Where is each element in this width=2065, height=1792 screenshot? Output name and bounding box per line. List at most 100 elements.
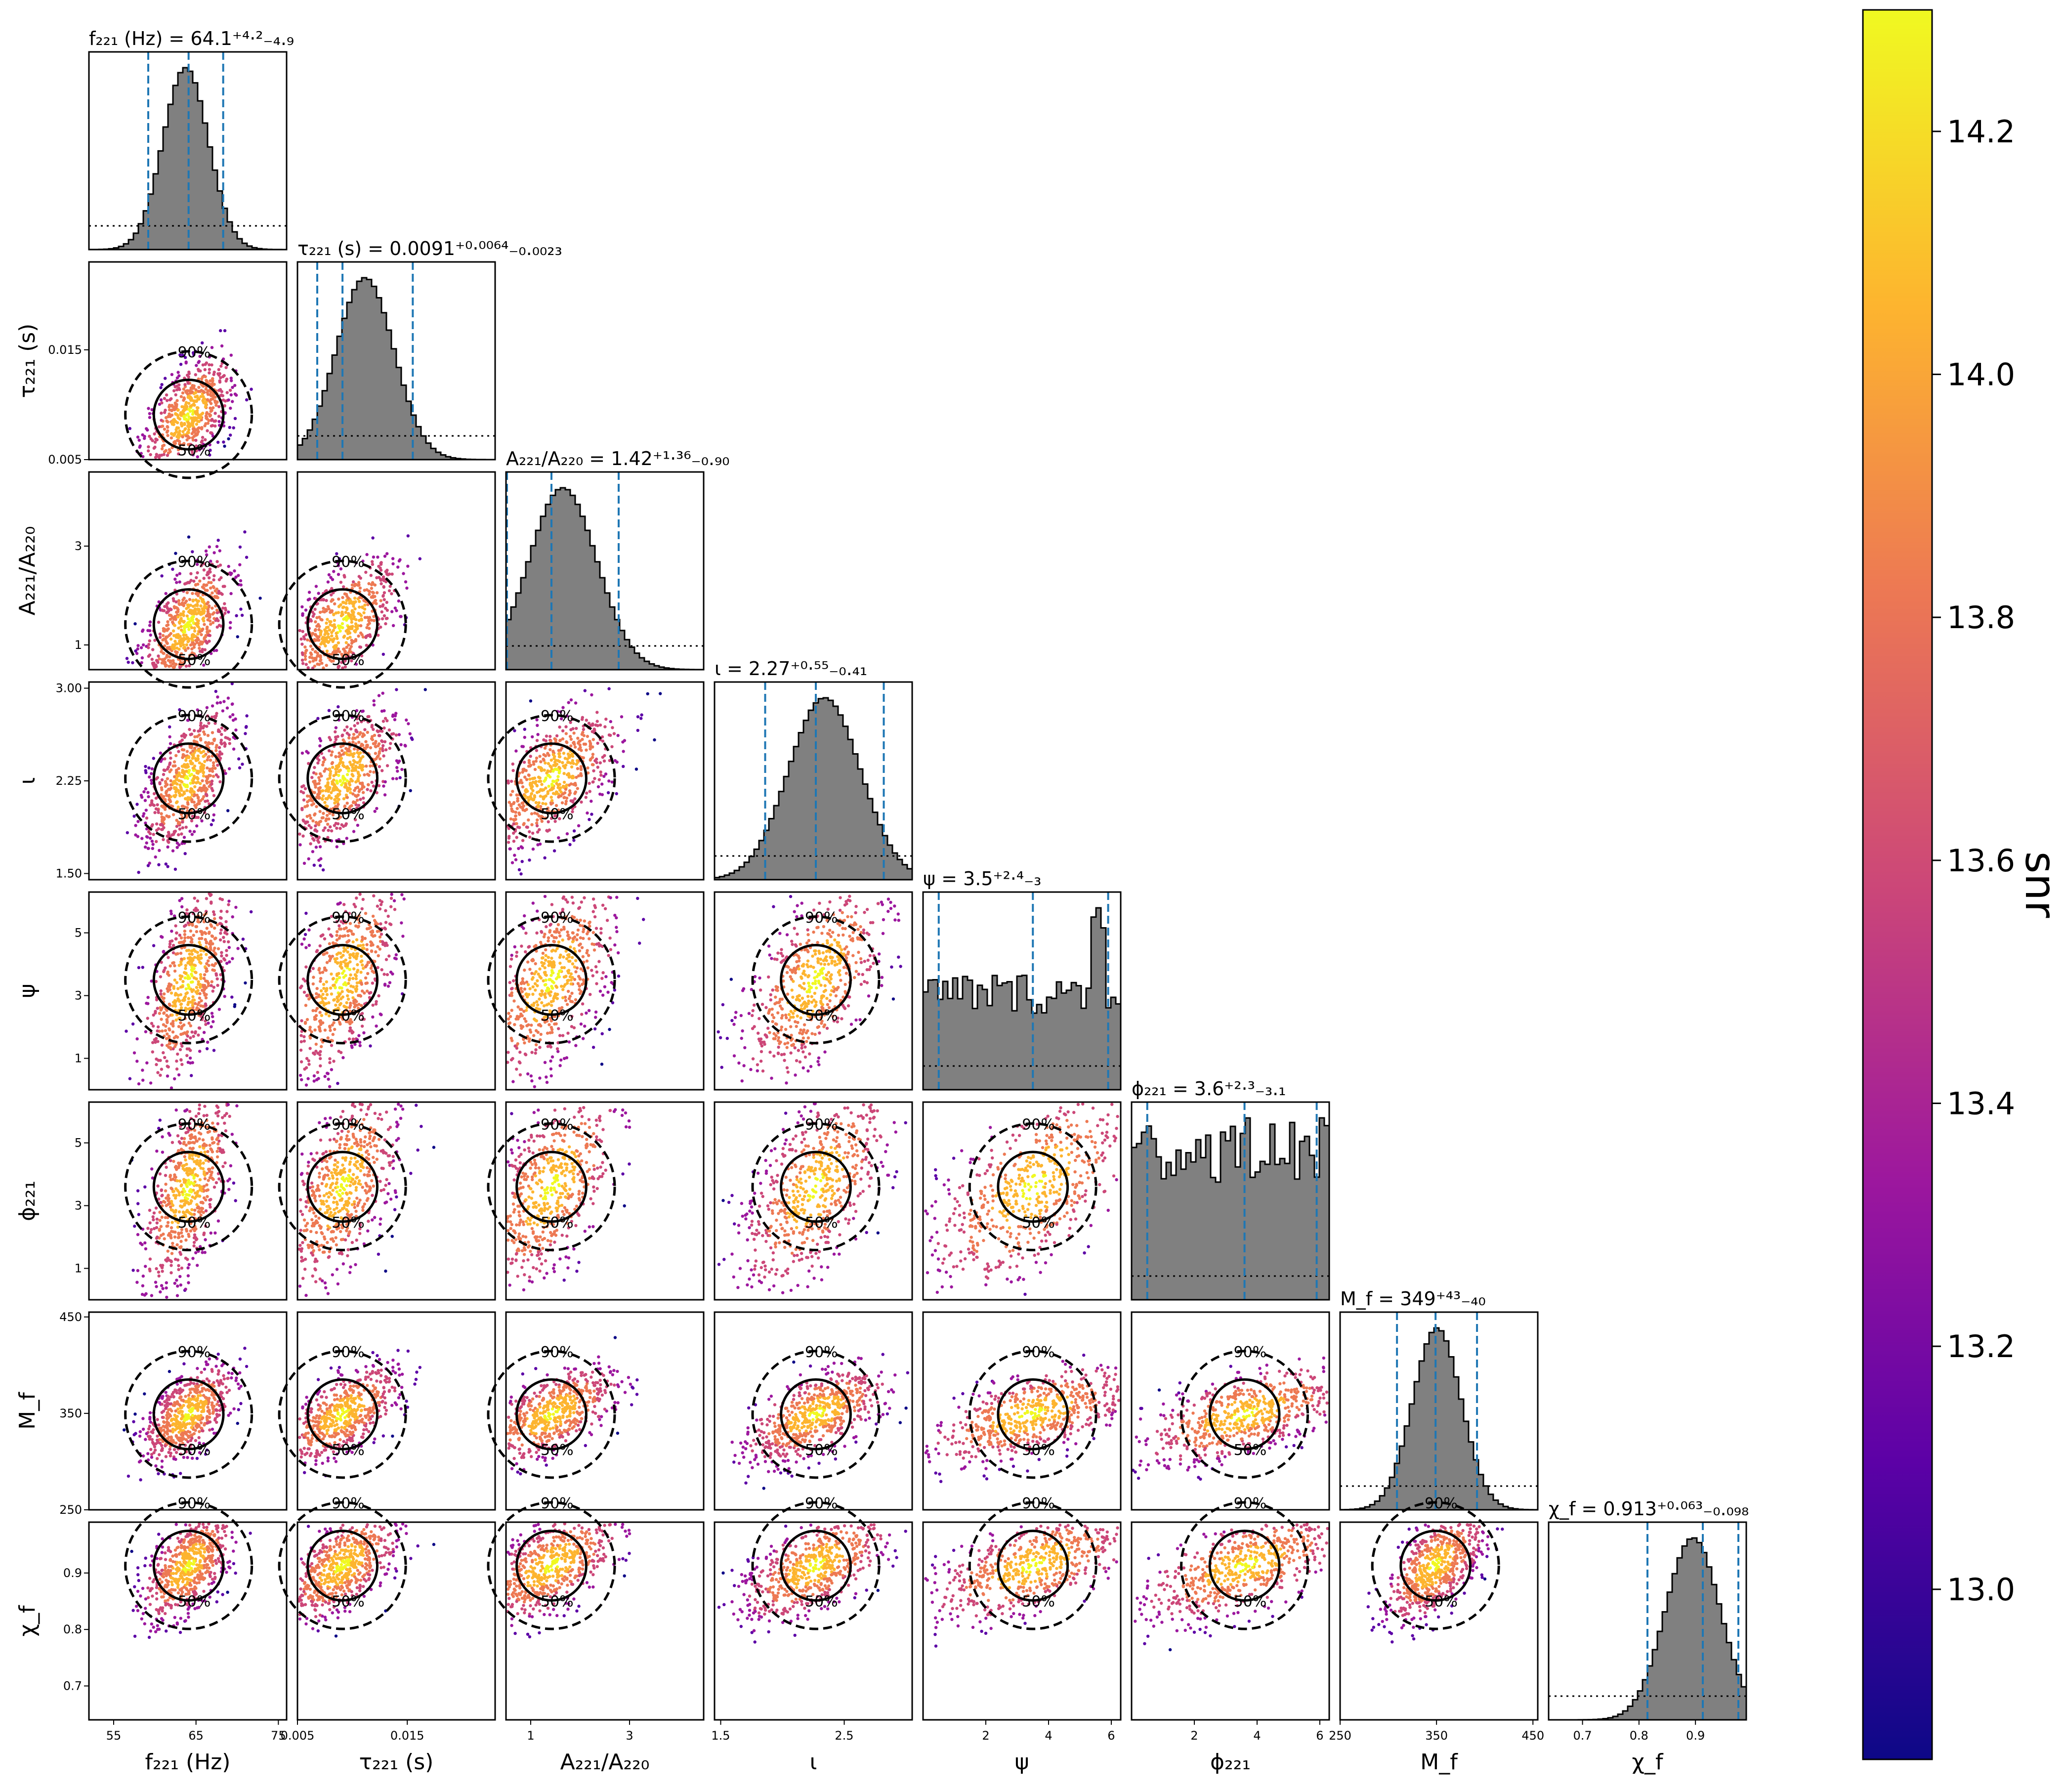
sample-point — [326, 625, 330, 629]
sample-point — [202, 774, 206, 778]
sample-point — [195, 444, 198, 448]
sample-point — [366, 972, 370, 976]
sample-point — [182, 790, 186, 794]
sample-point — [164, 780, 168, 783]
sample-point — [528, 835, 532, 839]
sample-point — [342, 927, 346, 931]
sample-point — [186, 798, 190, 802]
panel-frame — [296, 261, 496, 461]
sample-point — [322, 794, 325, 798]
sample-point — [318, 1026, 322, 1030]
sample-point — [176, 607, 179, 610]
sample-point — [205, 970, 208, 973]
sample-point — [331, 766, 335, 769]
sample-point — [171, 1030, 175, 1034]
sample-point — [314, 628, 317, 632]
sample-point — [311, 850, 315, 853]
sample-point — [354, 622, 358, 626]
sample-point — [213, 589, 217, 593]
sample-point — [334, 735, 337, 739]
sample-point — [216, 729, 220, 733]
sample-point — [318, 1011, 322, 1014]
sample-point — [225, 391, 229, 394]
sample-point — [603, 907, 607, 910]
sample-point — [325, 631, 328, 635]
sample-point — [155, 1057, 158, 1061]
sample-point — [546, 752, 549, 755]
sample-point — [589, 743, 592, 746]
sample-point — [371, 929, 374, 933]
sample-point — [347, 1037, 351, 1041]
sample-point — [521, 808, 525, 812]
sample-point — [532, 777, 536, 780]
sample-point — [196, 582, 200, 586]
sample-point — [185, 991, 189, 995]
sample-point — [189, 404, 192, 408]
sample-point — [197, 420, 201, 423]
sample-point — [589, 747, 592, 751]
sample-point — [347, 749, 350, 753]
sample-point — [141, 966, 144, 969]
sample-point — [402, 572, 405, 575]
contour-50 — [152, 378, 225, 451]
sample-point — [205, 640, 208, 644]
sample-point — [182, 409, 185, 413]
y-axis-label-A221: A₂₂₁/A₂₂₀ — [15, 526, 40, 616]
sample-point — [174, 937, 178, 940]
sample-point — [197, 426, 201, 430]
sample-point — [378, 898, 381, 902]
sample-point — [147, 795, 150, 799]
sample-point — [585, 959, 589, 963]
sample-point — [186, 983, 190, 987]
sample-point — [160, 935, 163, 939]
sample-point — [556, 1050, 560, 1053]
sample-point — [371, 562, 375, 566]
sample-point — [315, 950, 318, 953]
sample-point — [210, 409, 213, 412]
sample-point — [307, 997, 311, 1001]
sample-point — [314, 824, 317, 828]
sample-point — [319, 857, 323, 860]
sample-point — [190, 798, 194, 802]
sample-point — [175, 439, 179, 442]
sample-point — [160, 608, 164, 612]
sample-point — [208, 368, 211, 371]
sample-point — [370, 587, 374, 590]
sample-point — [154, 855, 157, 859]
sample-point — [140, 661, 143, 665]
sample-point — [579, 767, 583, 770]
sample-point — [211, 774, 215, 778]
sample-point — [521, 805, 525, 809]
sample-point — [158, 657, 161, 661]
sample-point — [146, 1017, 149, 1020]
sample-point — [204, 387, 208, 391]
sample-point — [303, 645, 307, 649]
sample-point — [533, 795, 537, 799]
sample-point — [160, 786, 164, 790]
sample-point — [147, 766, 151, 770]
sample-point — [548, 734, 552, 738]
sample-point — [400, 921, 403, 925]
sample-point — [536, 830, 540, 834]
sample-point — [562, 752, 566, 755]
sample-point — [555, 779, 558, 782]
sample-point — [182, 415, 186, 418]
sample-point — [572, 762, 575, 766]
sample-point — [212, 738, 216, 741]
sample-point — [204, 635, 208, 639]
sample-point — [206, 781, 209, 785]
sample-point — [574, 701, 578, 705]
sample-point — [388, 746, 391, 750]
sample-point — [306, 1077, 310, 1080]
sample-point — [543, 856, 547, 860]
sample-point — [188, 759, 192, 763]
sample-point — [168, 412, 171, 416]
sample-point — [182, 610, 185, 614]
sample-point — [219, 928, 223, 932]
sample-point — [131, 661, 134, 665]
sample-point — [361, 791, 365, 794]
sample-point — [200, 642, 204, 646]
sample-point — [309, 842, 312, 846]
sample-point — [203, 973, 207, 977]
sample-point — [300, 651, 304, 655]
